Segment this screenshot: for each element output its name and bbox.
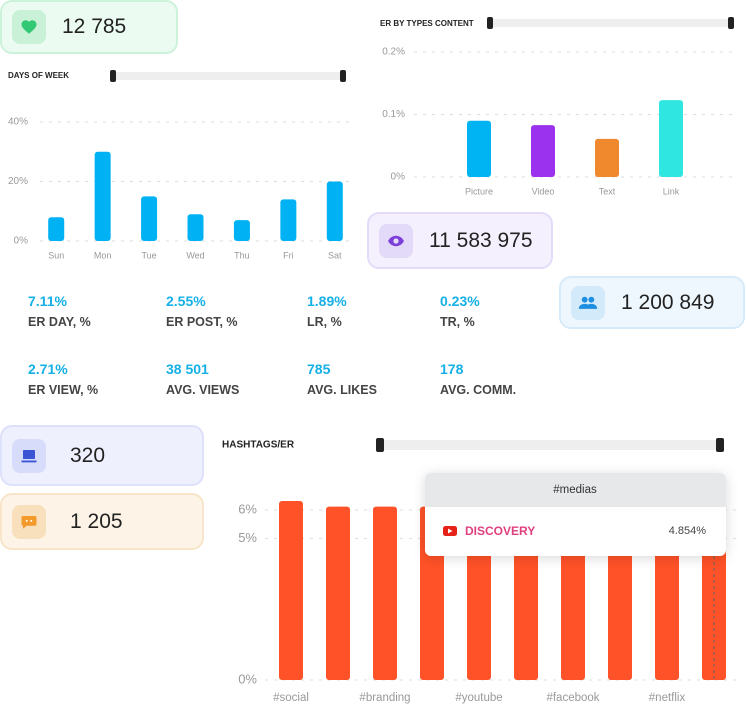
card-value: 12 785 (62, 15, 127, 38)
card-value: 1 205 (70, 509, 123, 533)
x-tick-label: Thu (234, 250, 250, 260)
tooltip-header (425, 473, 726, 507)
x-tick-label: Link (663, 186, 680, 196)
metric-label: AVG. LIKES (307, 383, 377, 397)
y-tick-label: 0% (391, 172, 406, 183)
bar (467, 521, 491, 680)
metric-value: 2.71% (28, 361, 68, 377)
tooltip-title: #medias (553, 484, 597, 496)
x-tick-label: Picture (465, 186, 493, 196)
y-tick-label: 0% (238, 671, 257, 686)
bar (561, 531, 585, 680)
tooltip-value: 4.854% (669, 525, 707, 537)
x-tick-label: #branding (359, 692, 410, 704)
metric-label: LR, % (307, 315, 342, 329)
y-tick-label: 0% (14, 236, 29, 247)
bar (531, 125, 555, 177)
metric-value: 0.23% (440, 293, 480, 309)
metric-label: ER POST, % (166, 315, 238, 329)
bar (420, 506, 444, 680)
bar (608, 531, 632, 680)
chart-title: HASHTAGS/ER (222, 440, 295, 451)
bar (595, 138, 619, 177)
bar (94, 151, 111, 241)
bar (280, 199, 297, 241)
y-tick-label: 0.1% (382, 109, 405, 120)
bar (141, 196, 158, 241)
card-value: 1 200 849 (621, 290, 715, 314)
x-tick-label: Video (532, 186, 555, 196)
x-tick-label: #facebook (546, 692, 599, 704)
x-tick-label: Sun (48, 250, 64, 260)
metric-label: TR, % (440, 315, 475, 329)
youtube-play (448, 528, 453, 534)
x-tick-label: Sat (328, 250, 342, 260)
tooltip-dot (709, 537, 719, 548)
posts-card: 320 (0, 425, 204, 486)
bar (326, 506, 350, 680)
bar (187, 214, 204, 241)
x-tick-label: #social (273, 692, 309, 704)
bar (48, 217, 65, 241)
metric-value: 785 (307, 361, 331, 377)
bar (702, 542, 726, 680)
followers-card: 1 200 849 (559, 276, 745, 329)
bar (279, 500, 303, 680)
metric-value: 178 (440, 361, 464, 377)
views-card: 11 583 975 (367, 212, 553, 269)
metric-label: ER DAY, % (28, 315, 91, 329)
x-tick-label: #netflix (649, 692, 686, 704)
x-tick-label: #youtube (455, 692, 502, 704)
card-value: 11 583 975 (429, 228, 533, 252)
y-tick-label: 6% (238, 501, 257, 516)
chart-title: DAYS OF WEEK (8, 71, 69, 80)
metric-value: 7.11% (28, 293, 67, 309)
bar (655, 538, 679, 680)
tooltip: #medias DISCOVERY 4.854% (425, 473, 726, 556)
bar (326, 181, 343, 241)
comments-card: 1 205 (0, 493, 204, 550)
card-value: 320 (70, 443, 106, 467)
x-tick-label: Text (599, 186, 616, 196)
metric-label: AVG. COMM. (440, 383, 517, 397)
y-tick-label: 20% (8, 176, 28, 187)
metric-value: 38 501 (166, 361, 209, 377)
metric-value: 1.89% (307, 293, 347, 309)
metric-value: 2.55% (166, 293, 206, 309)
x-tick-label: Wed (186, 250, 204, 260)
y-tick-label: 5% (238, 530, 257, 545)
x-tick-label: Tue (141, 250, 156, 260)
metric-label: ER VIEW, % (28, 383, 99, 397)
tooltip-box (425, 473, 726, 556)
x-tick-label: Fri (283, 250, 294, 260)
bar (233, 220, 250, 241)
x-tick-label: Mon (94, 250, 112, 260)
bar (659, 100, 683, 177)
youtube-icon (443, 526, 457, 536)
tooltip-name: DISCOVERY (465, 524, 535, 538)
bar (373, 506, 397, 680)
bar (467, 120, 491, 177)
y-tick-label: 0.2% (382, 47, 405, 58)
bar (514, 527, 538, 680)
metric-label: AVG. VIEWS (166, 383, 240, 397)
chart-title: ER BY TYPES CONTENT (380, 19, 474, 28)
likes-card: 12 785 (0, 0, 178, 54)
y-tick-label: 40% (8, 117, 28, 128)
